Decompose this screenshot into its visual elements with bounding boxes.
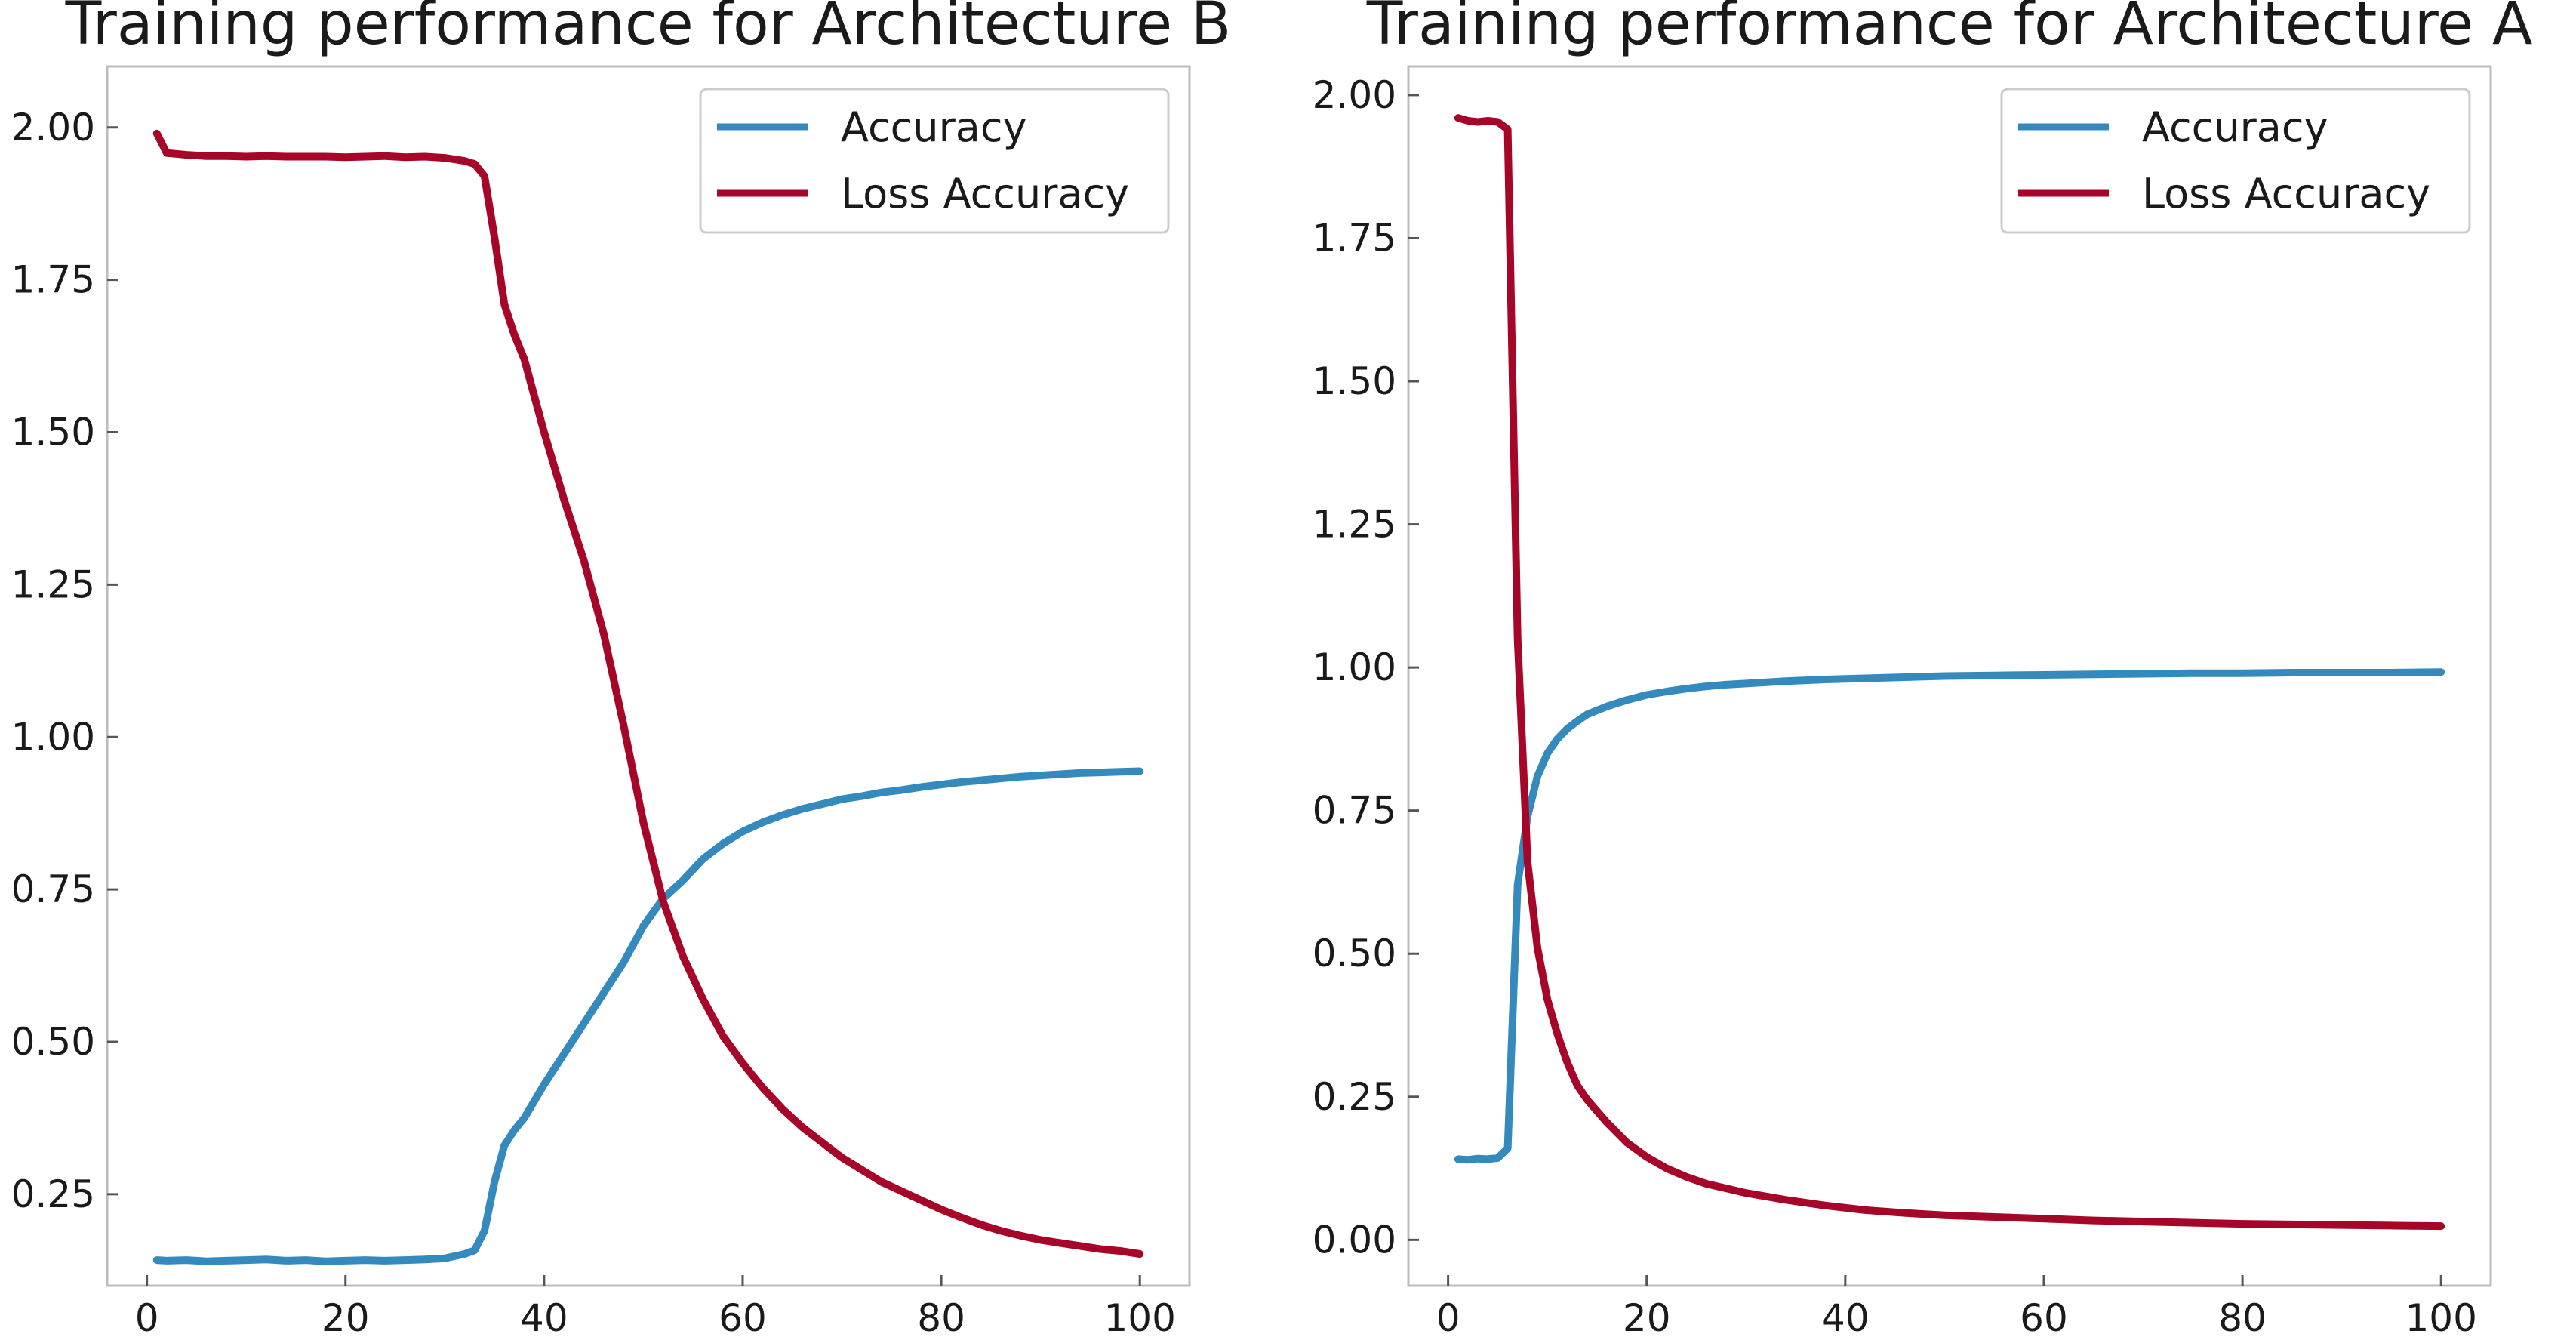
plot-frame xyxy=(1407,65,2492,1287)
chart-title: Training performance for Architecture A xyxy=(1366,0,2533,58)
y-tick-label: 1.50 xyxy=(1313,359,1396,403)
y-tick-label: 1.00 xyxy=(11,715,95,759)
x-tick-label: 100 xyxy=(1104,1296,1176,1333)
y-tick-label: 1.75 xyxy=(1313,216,1396,260)
legend-label: Accuracy xyxy=(2142,103,2328,151)
legend-box xyxy=(2000,88,2471,234)
legend: Accuracy Loss Accuracy xyxy=(2000,88,2471,234)
chart-a: Training performance for Architecture A 0… xyxy=(1313,0,2533,1337)
x-tick-label: 20 xyxy=(322,1296,370,1333)
legend-label: Loss Accuracy xyxy=(2142,170,2430,217)
loss-accuracy-series-line xyxy=(1454,114,2445,1231)
x-tick-label: 80 xyxy=(2218,1296,2267,1333)
y-tick-label: 0.00 xyxy=(1313,1218,1396,1262)
accuracy-series-line xyxy=(152,767,1144,1265)
y-tick-label: 1.25 xyxy=(11,562,95,606)
x-tick-label: 20 xyxy=(1623,1296,1671,1333)
y-tick-label: 1.50 xyxy=(11,411,95,454)
x-tick-label: 40 xyxy=(520,1296,568,1333)
y-tick-label: 0.25 xyxy=(1313,1075,1396,1119)
chart-title: Training performance for Architecture B xyxy=(65,0,1232,58)
y-tick-label: 1.25 xyxy=(1313,503,1396,547)
x-tick-label: 60 xyxy=(719,1296,767,1333)
y-tick-label: 1.75 xyxy=(11,258,95,302)
y-tick-label: 0.75 xyxy=(1313,789,1396,833)
x-tick-label: 0 xyxy=(135,1296,159,1333)
x-tick-label: 100 xyxy=(2405,1296,2477,1333)
y-tick-label: 0.50 xyxy=(11,1020,95,1064)
legend-label: Loss Accuracy xyxy=(841,170,1129,217)
y-tick-label: 2.00 xyxy=(11,106,95,149)
y-tick-label: 2.00 xyxy=(1313,73,1396,117)
legend-label: Accuracy xyxy=(841,103,1027,151)
x-tick-label: 40 xyxy=(1821,1296,1870,1333)
chart-b: Training performance for Architecture B 0… xyxy=(11,0,1232,1337)
legend-box xyxy=(699,88,1170,234)
accuracy-series-line xyxy=(1454,668,2445,1164)
x-tick-label: 0 xyxy=(1436,1296,1460,1333)
loss-accuracy-series-line xyxy=(152,129,1144,1258)
y-tick-label: 0.50 xyxy=(1313,932,1396,975)
y-tick-label: 0.25 xyxy=(11,1172,95,1216)
y-tick-label: 1.00 xyxy=(1313,645,1396,689)
legend: Accuracy Loss Accuracy xyxy=(699,88,1170,234)
plot-frame xyxy=(106,65,1191,1287)
y-tick-label: 0.75 xyxy=(11,867,95,911)
x-tick-label: 80 xyxy=(917,1296,965,1333)
x-tick-label: 60 xyxy=(2020,1296,2068,1333)
